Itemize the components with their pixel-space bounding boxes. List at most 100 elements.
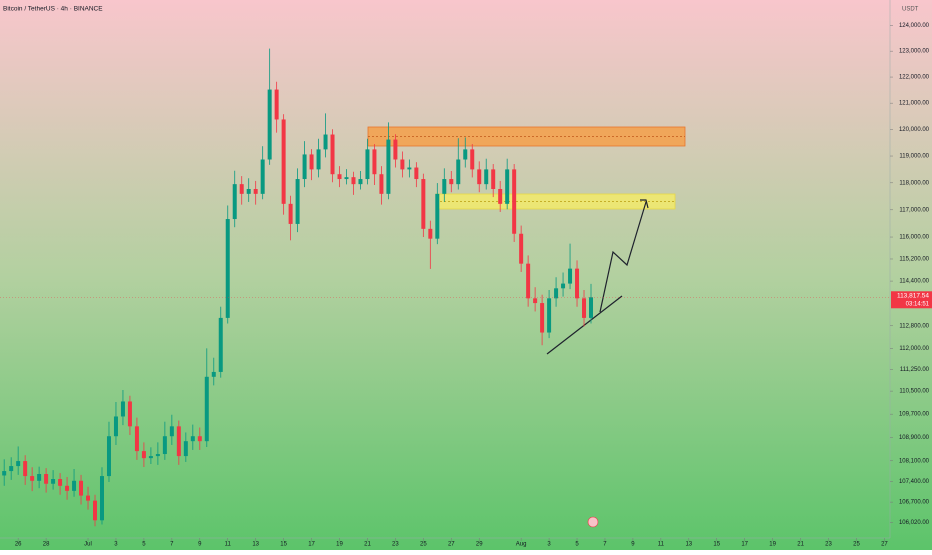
y-tick-label: 122,000.00 [899,75,930,81]
x-tick-label: 29 [476,542,483,548]
candle-body [44,474,49,484]
y-tick-label: 108,900.00 [899,435,930,441]
candle-body [120,401,125,417]
candle-body [512,169,517,234]
arrow-head [640,199,649,209]
last-price-tag [891,291,932,309]
candle-body [113,416,118,437]
y-tick-label: 112,800.00 [899,323,929,329]
candle-body [127,401,132,427]
y-tick-label: 124,000.00 [899,23,930,29]
x-tick-label: 9 [198,542,202,548]
y-tick-label: 117,000.00 [899,207,929,213]
candle-body [435,193,440,239]
candle-body [169,426,174,437]
x-tick-label: 9 [631,542,635,548]
y-tick-label: 107,400.00 [899,479,930,485]
candle-body [176,426,181,457]
x-tick-label: 19 [769,542,776,548]
x-tick-label: 5 [142,542,146,548]
candle-body [197,436,202,442]
candle-body [337,174,342,180]
countdown-label: 03:14:51 [906,301,930,307]
candle-body [330,134,335,175]
candle-body [288,203,293,224]
y-tick-label: 115,200.00 [899,257,929,263]
candle-body [211,371,216,377]
x-tick-label: Jul [84,542,92,548]
candle-body [470,149,475,170]
x-tick-label: 7 [603,542,607,548]
event-icon[interactable] [587,516,599,528]
x-tick-label: 26 [15,542,22,548]
x-tick-label: 27 [881,542,888,548]
candle-body [162,436,167,455]
candle-body [449,179,454,185]
y-tick-label: 123,000.00 [899,49,930,55]
candle-body [505,169,510,204]
y-tick-label: 118,000.00 [899,180,929,186]
candle-body [491,169,496,189]
x-tick-label: Aug [516,542,527,548]
currency-label: USDT [902,7,919,13]
candle-body [190,436,195,442]
candle-body [582,298,587,318]
candle-body [281,119,286,204]
candle-body [463,149,468,160]
candle-body [37,474,42,481]
candle-body [428,228,433,239]
x-tick-label: 11 [658,542,665,548]
candle-body [498,188,503,204]
candle-body [79,480,84,496]
candle-body [183,441,188,457]
candle-body [302,154,307,180]
x-tick-label: 28 [43,542,50,548]
x-tick-label: 7 [170,542,174,548]
candle-body [9,466,14,472]
x-tick-label: 13 [685,542,692,548]
x-tick-label: 11 [225,542,232,548]
x-tick-label: 23 [392,542,399,548]
x-tick-label: 3 [114,542,118,548]
candle-body [58,479,63,486]
candle-body [316,149,321,170]
candle-body [148,456,153,459]
candle-body [526,263,531,299]
candle-body [155,454,160,457]
candle-body [106,436,111,477]
candle-body [344,177,349,180]
candle-body [554,288,559,299]
candle-body [589,297,594,318]
candle-body [99,476,104,521]
candle-body [86,495,91,501]
candle-body [225,219,230,318]
x-tick-label: 5 [575,542,579,548]
candle-body [484,169,489,185]
candle-body [561,283,566,289]
candle-body [23,461,28,477]
candle-body [575,268,580,299]
trend-line [546,295,623,355]
candle-body [358,179,363,185]
candle-body [365,149,370,180]
candle-body [351,177,356,185]
candle-body [141,451,146,459]
candle-body [400,159,405,170]
y-tick-label: 116,000.00 [899,235,929,241]
candle-body [309,154,314,170]
candle-body [93,500,98,521]
x-tick-label: 15 [280,542,287,548]
candle-body [65,485,70,491]
candle-body [267,89,272,160]
y-tick-label: 120,000.00 [899,127,930,133]
candle-body [407,167,412,170]
x-tick-label: 3 [547,542,551,548]
candle-body [379,174,384,194]
candle-body [568,268,573,284]
y-tick-label: 112,000.00 [899,346,929,352]
candle-body [519,233,524,264]
x-tick-label: 21 [797,542,804,548]
candle-body [30,476,35,481]
